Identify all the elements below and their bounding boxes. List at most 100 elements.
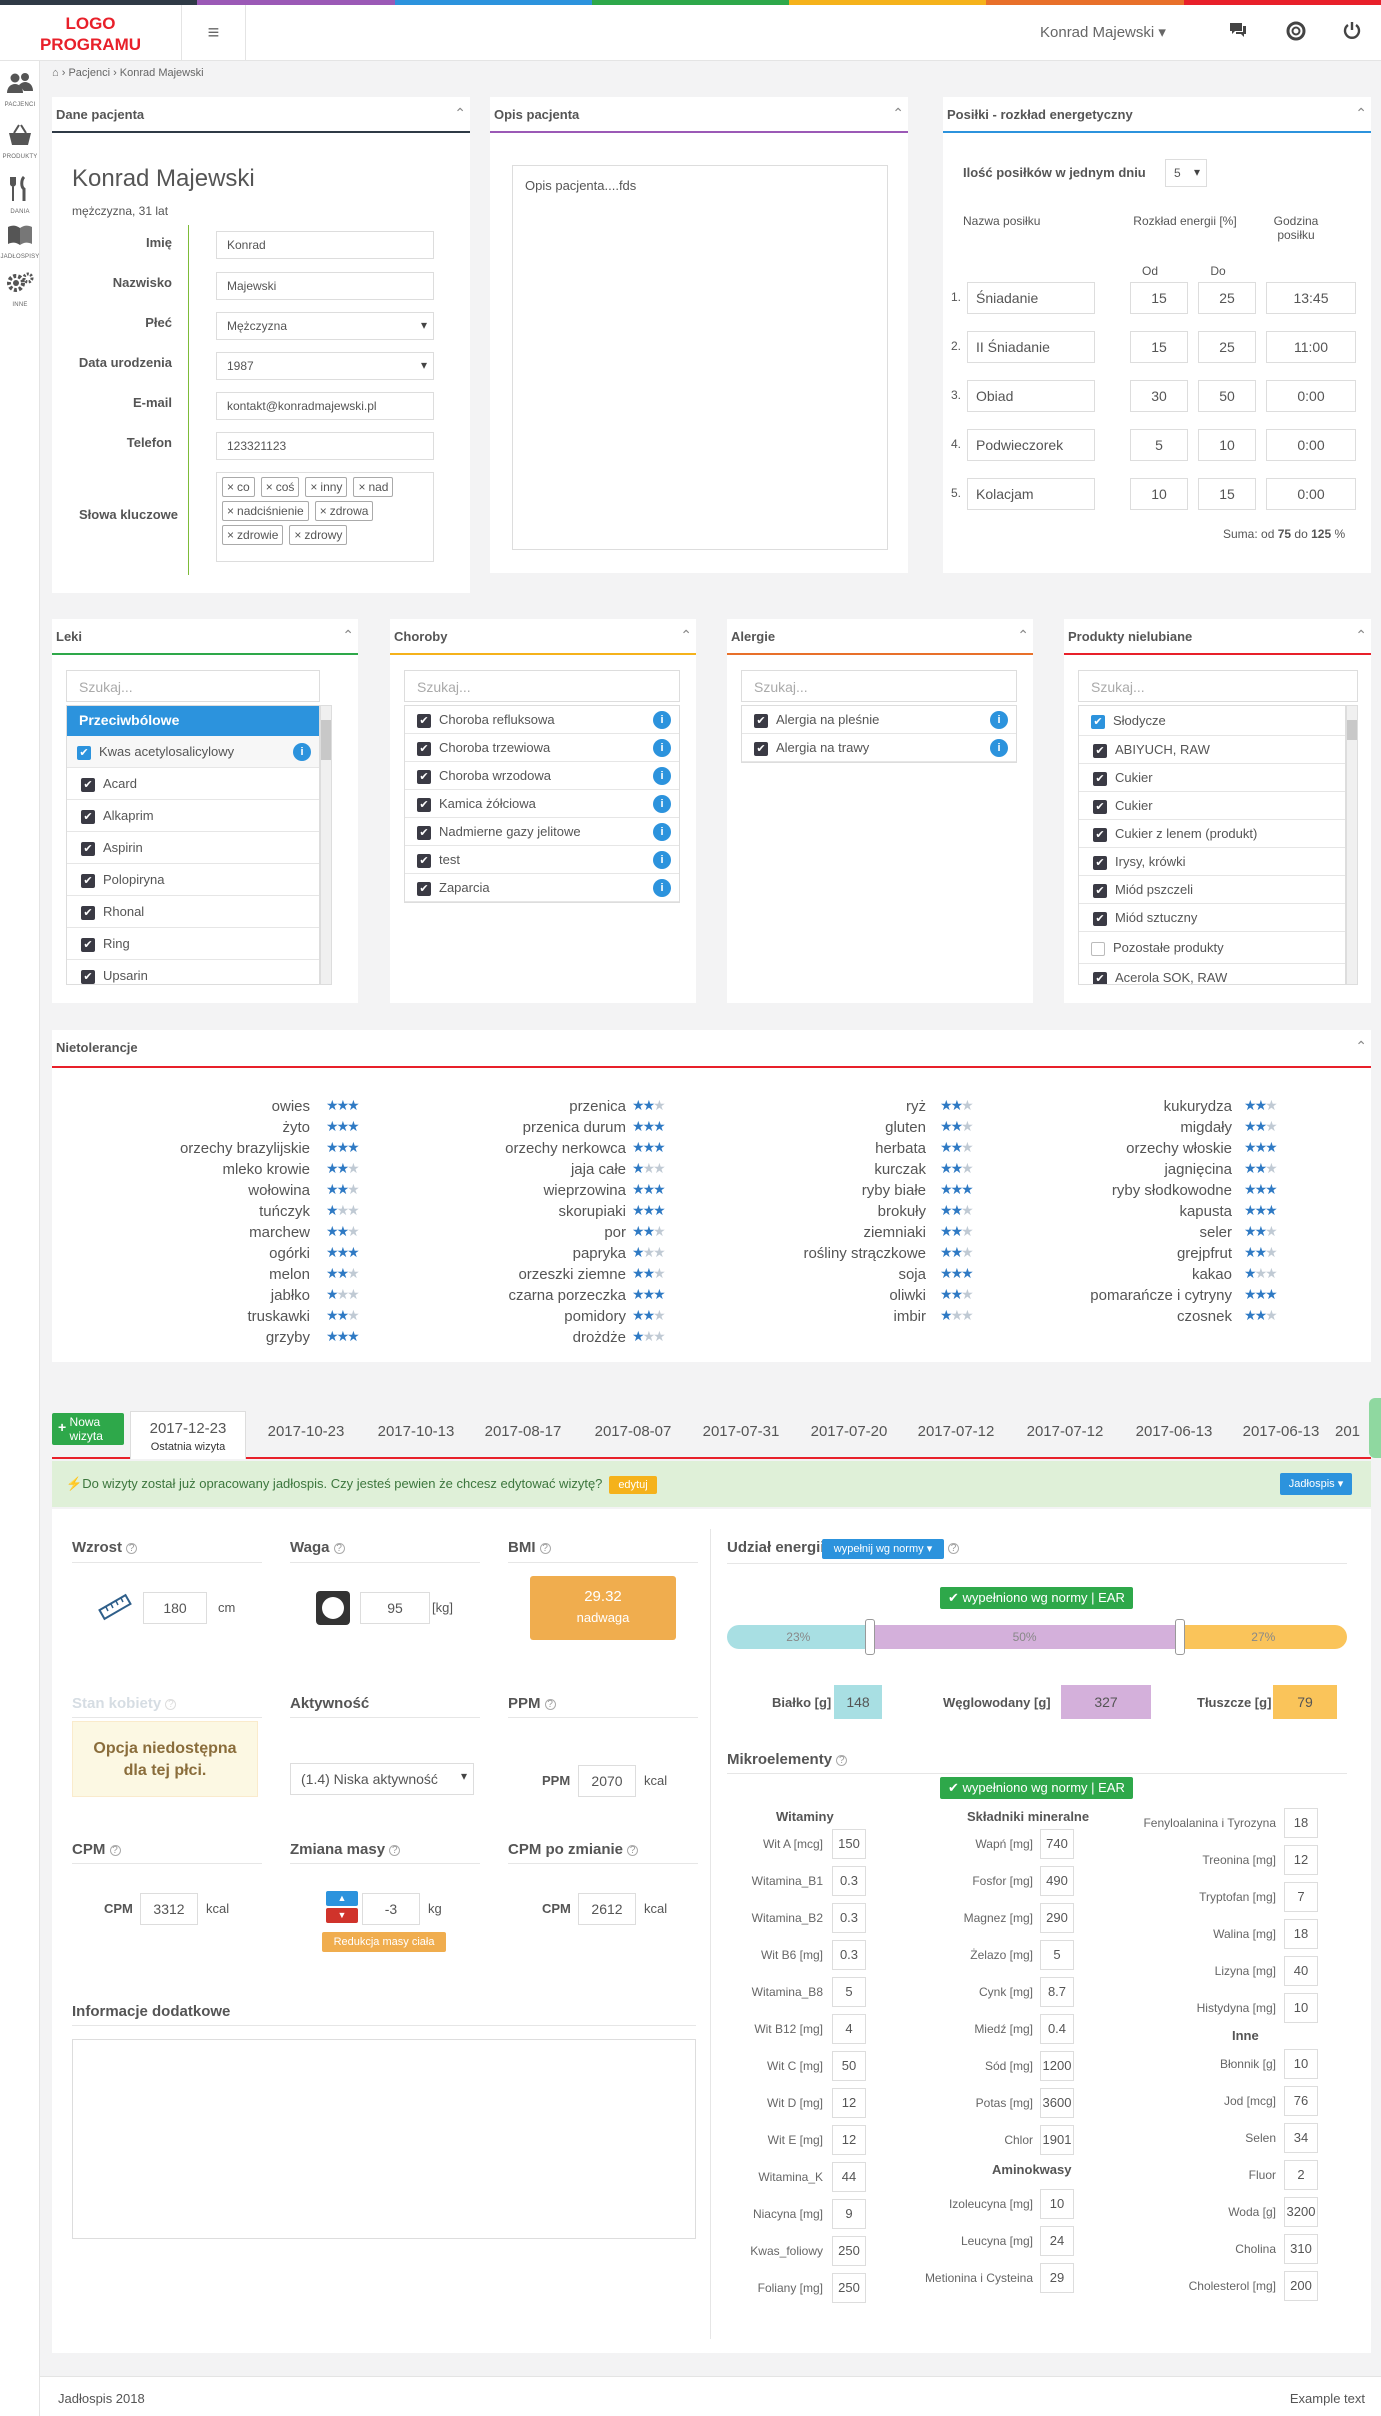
intolerance-stars[interactable]: ★★★ xyxy=(326,1097,360,1113)
cpm-po-value[interactable]: 2612 xyxy=(578,1893,636,1925)
intolerance-stars[interactable]: ★★★ xyxy=(1244,1181,1278,1197)
list-item[interactable]: ✔ Kamica żółciowa i xyxy=(405,790,679,818)
keyword-tag[interactable]: × coś xyxy=(260,477,300,497)
intolerance-stars[interactable]: ★★★ xyxy=(1244,1307,1278,1323)
remove-tag-icon[interactable]: × xyxy=(294,528,302,542)
checkbox[interactable]: ✔ xyxy=(754,741,768,756)
checkbox[interactable]: ✔ xyxy=(81,777,95,792)
meal-time-input[interactable]: 0:00 xyxy=(1266,429,1356,461)
info-icon[interactable]: i xyxy=(293,743,311,761)
list-item[interactable]: ✔ ABIYUCH, RAW xyxy=(1079,736,1345,764)
intolerance-stars[interactable]: ★★★ xyxy=(1244,1160,1278,1176)
help-icon[interactable]: ? xyxy=(333,1542,345,1554)
checkbox[interactable]: ✔ xyxy=(81,969,95,984)
tab-visit[interactable]: 2017-08-17 xyxy=(484,1423,562,1440)
checkbox[interactable]: ✔ xyxy=(1093,971,1107,984)
checkbox[interactable]: ✔ xyxy=(417,881,431,896)
intolerance-stars[interactable]: ★★★ xyxy=(326,1328,360,1344)
list-item[interactable]: ✔ Upsarin xyxy=(67,960,319,984)
intolerance-stars[interactable]: ★★★ xyxy=(326,1286,360,1302)
micro-input[interactable]: 3200 xyxy=(1284,2197,1318,2227)
intolerance-stars[interactable]: ★★★ xyxy=(940,1181,974,1197)
intolerance-stars[interactable]: ★★★ xyxy=(1244,1139,1278,1155)
help-icon[interactable]: ? xyxy=(948,1540,959,1555)
list-item[interactable]: ✔ Nadmierne gazy jelitowe i xyxy=(405,818,679,846)
remove-tag-icon[interactable]: × xyxy=(265,480,273,494)
checkbox[interactable]: ✔ xyxy=(1093,911,1107,926)
list-item[interactable]: ✔ Rhonal xyxy=(67,896,319,928)
increase-button[interactable]: ▲ xyxy=(326,1891,358,1906)
intolerance-stars[interactable]: ★★★ xyxy=(1244,1244,1278,1260)
micro-input[interactable]: 10 xyxy=(1284,1993,1318,2023)
micro-input[interactable]: 12 xyxy=(832,2088,866,2118)
tab-visit[interactable]: 2017-10-13 xyxy=(377,1423,455,1440)
collapse-icon[interactable]: ⌃ xyxy=(1355,105,1367,121)
info-icon[interactable]: i xyxy=(653,739,671,757)
gender-select[interactable]: Mężczyzna xyxy=(216,312,434,340)
jadlospis-button[interactable]: Jadłospis ▾ xyxy=(1280,1473,1352,1495)
micro-input[interactable]: 5 xyxy=(1040,1940,1074,1970)
intolerance-stars[interactable]: ★★★ xyxy=(940,1223,974,1239)
micro-input[interactable]: 4 xyxy=(832,2014,866,2044)
meal-name-input[interactable]: Obiad xyxy=(967,380,1095,412)
list-item[interactable]: ✔ test i xyxy=(405,846,679,874)
meal-name-input[interactable]: Śniadanie xyxy=(967,282,1095,314)
intolerance-stars[interactable]: ★★★ xyxy=(940,1202,974,1218)
intolerance-stars[interactable]: ★★★ xyxy=(632,1118,666,1134)
list-item[interactable]: ✔ Polopiryna xyxy=(67,864,319,896)
micro-input[interactable]: 0.3 xyxy=(832,1866,866,1896)
breadcrumb-pacjenci[interactable]: Pacjenci xyxy=(68,67,111,79)
keyword-tag[interactable]: × nad xyxy=(353,477,394,497)
meal-name-input[interactable]: II Śniadanie xyxy=(967,331,1095,363)
tab-scroll-handle[interactable] xyxy=(1369,1398,1381,1458)
micro-input[interactable]: 250 xyxy=(832,2236,866,2266)
tab-visit[interactable]: 2017-07-31 xyxy=(702,1423,780,1440)
tab-visit-active[interactable]: 2017-12-23 Ostatnia wizyta xyxy=(130,1411,246,1459)
micro-input[interactable]: 34 xyxy=(1284,2123,1318,2153)
tab-visit[interactable]: 2017-07-12 xyxy=(1026,1423,1104,1440)
list-item[interactable]: ✔ Choroba refluksowa i xyxy=(405,706,679,734)
micro-input[interactable]: 12 xyxy=(832,2125,866,2155)
micro-input[interactable]: 40 xyxy=(1284,1956,1318,1986)
list-item[interactable]: ✔ Choroba trzewiowa i xyxy=(405,734,679,762)
help-icon[interactable]: ? xyxy=(627,1844,639,1856)
meal-from-input[interactable]: 15 xyxy=(1130,282,1188,314)
new-visit-button[interactable]: + Nowa wizyta xyxy=(52,1413,124,1445)
keyword-tag[interactable]: × inny xyxy=(305,477,348,497)
micro-input[interactable]: 10 xyxy=(1040,2189,1074,2219)
slider-handle-1[interactable] xyxy=(864,1619,875,1655)
user-menu[interactable]: Konrad Majewski ▾ xyxy=(1040,24,1166,41)
intolerance-stars[interactable]: ★★★ xyxy=(326,1223,360,1239)
intolerance-stars[interactable]: ★★★ xyxy=(632,1181,666,1197)
intolerance-stars[interactable]: ★★★ xyxy=(1244,1223,1278,1239)
energy-bar[interactable]: 23% 50% 27% xyxy=(727,1625,1347,1649)
checkbox[interactable] xyxy=(1091,941,1105,956)
logo[interactable]: LOGO PROGRAMU xyxy=(0,5,182,61)
checkbox[interactable]: ✔ xyxy=(81,937,95,952)
tab-visit[interactable]: 2017-06-13 xyxy=(1242,1423,1320,1440)
collapse-icon[interactable]: ⌃ xyxy=(1355,1038,1367,1054)
intolerance-stars[interactable]: ★★★ xyxy=(632,1223,666,1239)
chat-icon[interactable] xyxy=(1226,21,1250,45)
list-item[interactable]: ✔ Alkaprim xyxy=(67,800,319,832)
intolerance-stars[interactable]: ★★★ xyxy=(940,1307,974,1323)
home-icon[interactable]: ⌂ xyxy=(52,67,59,79)
checkbox[interactable]: ✔ xyxy=(77,745,91,760)
collapse-icon[interactable]: ⌃ xyxy=(1017,627,1029,643)
checkbox[interactable]: ✔ xyxy=(1091,714,1105,729)
intolerance-stars[interactable]: ★★★ xyxy=(326,1307,360,1323)
last-name-input[interactable]: Majewski xyxy=(216,272,434,300)
intolerance-stars[interactable]: ★★★ xyxy=(632,1307,666,1323)
intolerance-stars[interactable]: ★★★ xyxy=(632,1286,666,1302)
tab-visit[interactable]: 2017-06-13 xyxy=(1135,1423,1213,1440)
intolerance-stars[interactable]: ★★★ xyxy=(940,1097,974,1113)
tab-visit[interactable]: 2017-07-20 xyxy=(810,1423,888,1440)
meal-from-input[interactable]: 10 xyxy=(1130,478,1188,510)
intolerance-stars[interactable]: ★★★ xyxy=(632,1265,666,1281)
keyword-tag[interactable]: × zdrowa xyxy=(314,501,374,521)
checkbox[interactable]: ✔ xyxy=(1093,771,1107,786)
list-item[interactable]: ✔ Alergia na trawy i xyxy=(742,734,1016,762)
intolerance-stars[interactable]: ★★★ xyxy=(1244,1097,1278,1113)
meal-to-input[interactable]: 15 xyxy=(1198,478,1256,510)
meal-to-input[interactable]: 10 xyxy=(1198,429,1256,461)
